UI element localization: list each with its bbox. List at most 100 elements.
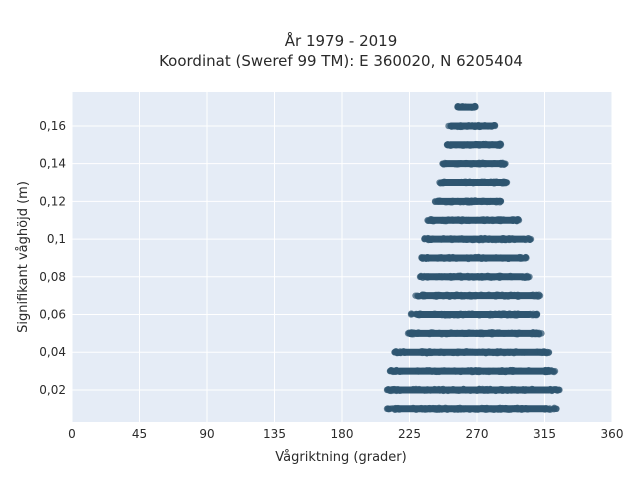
data-point [445, 122, 452, 130]
data-point [511, 291, 518, 299]
data-point [473, 254, 480, 261]
data-points [383, 102, 563, 413]
data-point [463, 217, 470, 225]
data-point [415, 329, 422, 336]
data-point [487, 386, 494, 393]
y-tick-label: 0,1 [47, 232, 66, 246]
data-point [409, 404, 417, 412]
data-point [441, 273, 449, 280]
data-point [494, 348, 501, 355]
data-point [444, 311, 451, 319]
data-point [508, 329, 516, 336]
data-point [458, 348, 466, 356]
data-point [538, 367, 546, 375]
x-tick-label: 90 [199, 427, 214, 441]
scatter-band [386, 366, 559, 376]
data-point [439, 386, 446, 393]
data-point [462, 104, 469, 111]
data-point [454, 329, 461, 337]
scatter-band [407, 310, 541, 319]
data-point [454, 123, 462, 130]
x-tick-label: 45 [132, 427, 147, 441]
data-point [445, 386, 453, 393]
scatter-band [439, 159, 509, 168]
data-point [463, 236, 471, 244]
scatter-band [454, 102, 479, 111]
data-point [431, 198, 439, 205]
data-point [454, 197, 461, 205]
scatter-band [421, 234, 535, 244]
data-point [467, 329, 474, 337]
data-point [436, 179, 443, 186]
scatter-band [436, 178, 511, 187]
data-point [545, 406, 552, 413]
x-tick-label: 270 [466, 427, 489, 441]
data-point [513, 348, 520, 356]
data-point [439, 216, 446, 224]
data-point [504, 387, 511, 394]
data-point [489, 217, 497, 225]
data-point [479, 141, 486, 148]
data-point [453, 236, 461, 243]
data-point [428, 349, 435, 357]
data-point [393, 366, 400, 374]
scatter-band [412, 291, 544, 300]
data-point [435, 368, 443, 376]
data-point [443, 141, 451, 148]
data-point [497, 141, 505, 148]
data-point [445, 330, 453, 338]
data-point [499, 367, 506, 374]
data-point [545, 349, 553, 356]
data-point [461, 292, 468, 299]
data-point [412, 292, 419, 299]
data-point [522, 236, 529, 244]
data-point [424, 253, 431, 261]
scatter-band [404, 329, 545, 338]
data-point [383, 386, 391, 394]
data-point [518, 349, 526, 356]
data-point [462, 178, 469, 185]
data-point [421, 235, 428, 243]
data-point [438, 235, 445, 243]
scatter-band [424, 216, 523, 225]
data-point [482, 386, 489, 393]
data-point [465, 310, 473, 317]
data-point [472, 406, 480, 413]
data-point [498, 273, 505, 280]
data-point [507, 311, 515, 319]
data-point [444, 406, 451, 413]
data-point [415, 367, 422, 374]
data-point [430, 217, 437, 225]
data-point [525, 367, 533, 375]
data-point [464, 199, 471, 206]
data-point [415, 311, 422, 318]
data-point [477, 291, 485, 298]
scatter-band [383, 385, 563, 395]
x-tick-label: 360 [601, 427, 624, 441]
data-point [524, 406, 531, 413]
data-point [475, 367, 482, 374]
data-point [442, 349, 449, 356]
data-point [544, 367, 551, 374]
data-point [393, 387, 400, 394]
data-point [440, 330, 447, 337]
x-tick-label: 135 [263, 427, 286, 441]
scatter-band [418, 253, 530, 263]
data-point [474, 236, 481, 243]
data-point [483, 198, 491, 206]
scatter-band [416, 272, 533, 281]
data-point [511, 385, 518, 393]
data-point [537, 349, 545, 356]
scatter-band [443, 140, 505, 149]
data-point [462, 255, 469, 262]
data-point [430, 310, 437, 318]
data-point [472, 141, 479, 148]
data-point [482, 349, 490, 357]
data-point [418, 254, 425, 262]
x-tick-label: 180 [331, 427, 354, 441]
data-point [508, 273, 515, 280]
y-tick-label: 0,08 [39, 270, 66, 284]
data-point [556, 386, 563, 394]
data-point [490, 179, 498, 187]
data-point [458, 274, 465, 281]
